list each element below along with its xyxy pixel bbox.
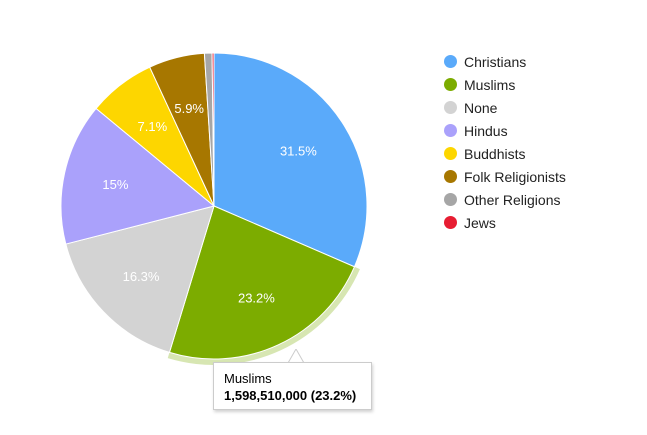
legend-item-none[interactable]: None	[444, 96, 566, 119]
data-label-none: 16.3%	[123, 269, 160, 284]
legend-label: Jews	[464, 214, 496, 231]
slice-christians[interactable]	[213, 52, 368, 268]
legend-swatch-icon	[444, 55, 457, 68]
legend-swatch-icon	[444, 170, 457, 183]
slice-muslims[interactable]	[168, 205, 356, 360]
legend-swatch-icon	[444, 216, 457, 229]
slice-jews[interactable]	[211, 52, 215, 207]
tooltip-value: 1,598,510,000 (23.2%)	[224, 388, 357, 403]
highlight-ring-layer	[167, 266, 360, 365]
legend-label: Folk Religionists	[464, 168, 566, 185]
legend-label: Other Religions	[464, 191, 561, 208]
legend-item-hindus[interactable]: Hindus	[444, 119, 566, 142]
tooltip-title: Muslims	[224, 371, 272, 386]
legend-item-other-religions[interactable]: Other Religions	[444, 188, 566, 211]
legend-label: Muslims	[464, 76, 516, 93]
highlight-ring-muslims	[167, 266, 360, 365]
legend-label: Buddhists	[464, 145, 526, 162]
legend-swatch-icon	[444, 124, 457, 137]
legend-label: Christians	[464, 53, 527, 70]
legend-label: None	[464, 99, 498, 116]
slice-hindus[interactable]	[60, 107, 216, 245]
slice-layer	[60, 52, 368, 360]
legend-swatch-icon	[444, 193, 457, 206]
tooltip-pointer	[288, 349, 305, 364]
legend-item-jews[interactable]: Jews	[444, 211, 566, 234]
data-label-buddhists: 7.1%	[138, 119, 168, 134]
data-label-hindus: 15%	[102, 177, 128, 192]
legend-swatch-icon	[444, 101, 457, 114]
legend-item-christians[interactable]: Christians	[444, 50, 566, 73]
data-label-folk-religionists: 5.9%	[174, 101, 204, 116]
slice-tooltip: Muslims 1,598,510,000 (23.2%)	[213, 362, 372, 410]
slice-none[interactable]	[65, 205, 215, 354]
legend-swatch-icon	[444, 147, 457, 160]
legend-item-muslims[interactable]: Muslims	[444, 73, 566, 96]
legend-swatch-icon	[444, 78, 457, 91]
legend: Christians Muslims None Hindus Buddhists Folk…	[444, 50, 566, 234]
legend-label: Hindus	[464, 122, 508, 139]
legend-item-buddhists[interactable]: Buddhists	[444, 142, 566, 165]
data-label-christians: 31.5%	[280, 144, 317, 159]
legend-item-folk-religionists[interactable]: Folk Religionists	[444, 165, 566, 188]
data-label-layer: 31.5% 23.2% 16.3% 15% 7.1% 5.9%	[102, 101, 317, 306]
data-label-muslims: 23.2%	[238, 291, 275, 306]
